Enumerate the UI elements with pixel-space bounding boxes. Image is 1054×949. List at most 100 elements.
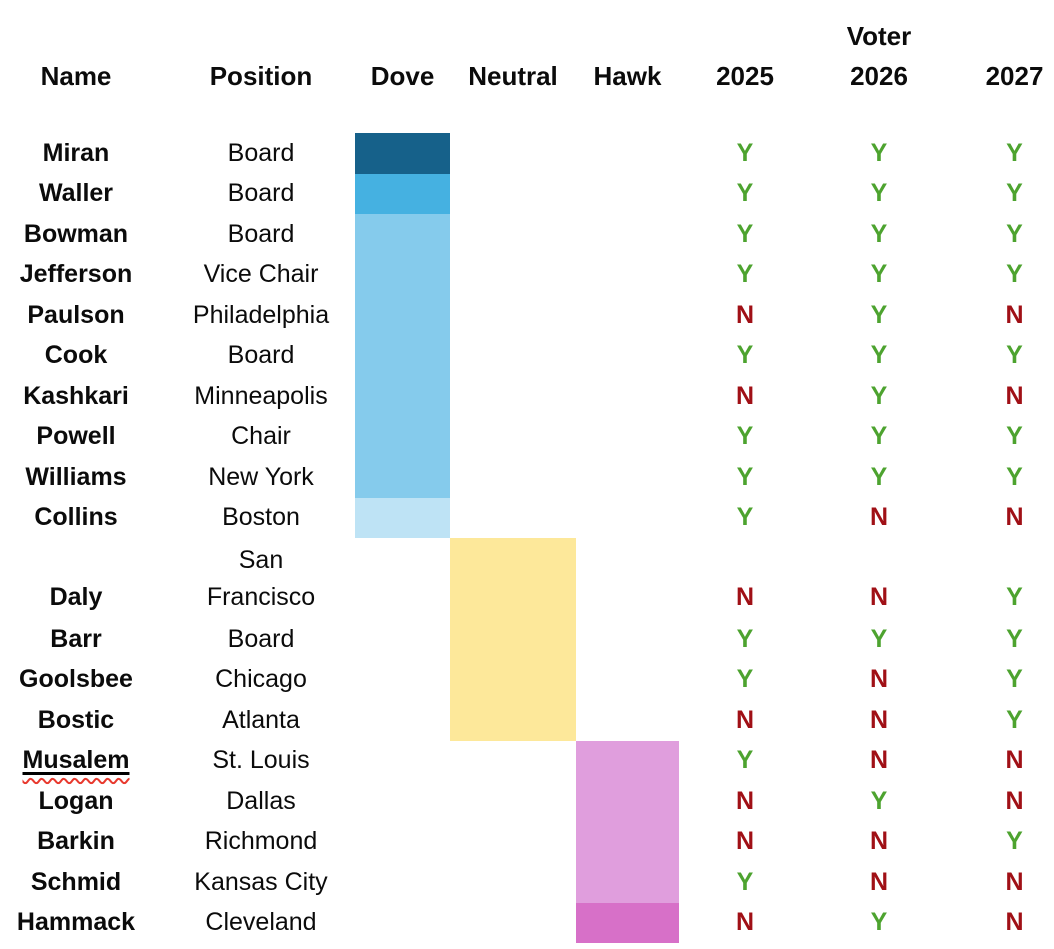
hawk-stance-cell [576, 660, 679, 701]
vote-value: Y [736, 422, 754, 451]
position-text: New York [208, 462, 314, 491]
position-text: San Francisco [206, 545, 316, 611]
vote-cell-2027: Y [947, 822, 1054, 863]
vote-cell-2026: Y [811, 174, 947, 215]
voter-group-row: Voter [0, 16, 1054, 56]
member-name-text: Hammack [16, 908, 136, 937]
dove-stance-cell [355, 416, 450, 457]
vote-value: Y [736, 260, 754, 289]
vote-cell-2027: Y [947, 174, 1054, 215]
table-row: Goolsbee Chicago Y N Y [0, 659, 1054, 701]
dove-stance-cell [355, 497, 450, 538]
neutral-stance-cell [450, 862, 576, 903]
vote-value: Y [1006, 219, 1023, 248]
member-name-text: Cook [44, 341, 108, 370]
dove-stance-cell [355, 700, 450, 741]
vote-value: Y [870, 138, 888, 167]
position-text: Atlanta [222, 705, 300, 734]
position-text: Dallas [226, 786, 296, 815]
neutral-stance-cell [450, 619, 576, 660]
vote-cell-2025: N [679, 781, 811, 822]
member-name-cell: Paulson [0, 295, 152, 336]
member-name-text: Miran [42, 138, 110, 167]
member-name-text: Bowman [23, 219, 129, 248]
vote-cell-2027: N [947, 781, 1054, 822]
vote-value: N [1005, 786, 1024, 815]
dove-stance-cell [355, 903, 450, 944]
member-name-cell: Goolsbee [0, 660, 152, 701]
position-cell: Vice Chair [152, 255, 355, 296]
vote-cell-2026: Y [811, 214, 947, 255]
hawk-stance-cell [576, 133, 679, 174]
table-row: Logan Dallas N Y N [0, 781, 1054, 822]
column-header-neutral: Neutral [468, 60, 558, 91]
vote-cell-2025: Y [679, 660, 811, 701]
position-cell: Philadelphia [152, 295, 355, 336]
voter-group-label: Voter [846, 20, 912, 51]
hawk-stance-cell [576, 457, 679, 498]
table-row: Cook Board Y Y Y [0, 335, 1054, 377]
vote-cell-2025: Y [679, 457, 811, 498]
position-text: Board [227, 179, 295, 208]
hawk-stance-cell [576, 862, 679, 903]
position-cell: Richmond [152, 822, 355, 863]
dove-stance-cell [355, 822, 450, 863]
vote-value: Y [870, 908, 888, 937]
position-cell: Board [152, 174, 355, 215]
table-row: Barkin Richmond N N Y [0, 821, 1054, 863]
member-name-text: Powell [36, 422, 116, 451]
vote-cell-2026: N [811, 700, 947, 741]
vote-cell-2027: N [947, 903, 1054, 944]
position-cell: Board [152, 336, 355, 377]
vote-cell-2027: Y [947, 336, 1054, 377]
member-name-cell: Schmid [0, 862, 152, 903]
position-text: Vice Chair [203, 260, 319, 289]
vote-value: Y [1006, 705, 1023, 734]
position-text: Cleveland [205, 908, 317, 937]
vote-value: Y [736, 867, 754, 896]
spellcheck-squiggle: Musalem [23, 746, 130, 775]
vote-cell-2026: N [811, 498, 947, 539]
position-cell: Atlanta [152, 700, 355, 741]
vote-cell-2027: Y [947, 417, 1054, 458]
member-name-cell: Musalem [0, 741, 152, 782]
vote-value: Y [736, 624, 754, 653]
table-row: Barr Board Y Y Y [0, 619, 1054, 660]
vote-cell-2027: Y [947, 619, 1054, 660]
vote-value: Y [1006, 583, 1023, 611]
vote-cell-2026: Y [811, 133, 947, 174]
dove-stance-cell [355, 862, 450, 903]
member-name-text: Goolsbee [19, 665, 133, 694]
vote-value: N [735, 381, 755, 410]
column-header-hawk: Hawk [593, 60, 662, 91]
vote-cell-2027: Y [947, 214, 1054, 255]
vote-value: N [735, 827, 755, 856]
dove-stance-cell [355, 619, 450, 660]
position-cell: Kansas City [152, 862, 355, 903]
vote-cell-2025: Y [679, 498, 811, 539]
table-row: Collins Boston Y N N [0, 497, 1054, 539]
column-header-2027: 2027 [985, 60, 1044, 91]
member-name-text: Paulson [27, 300, 125, 329]
hawk-stance-cell [576, 376, 679, 417]
vote-cell-2025: Y [679, 133, 811, 174]
vote-value: N [1005, 867, 1024, 896]
vote-cell-2027: Y [947, 700, 1054, 741]
member-name-text: Jefferson [19, 260, 133, 289]
vote-cell-2025: Y [679, 619, 811, 660]
vote-value: Y [1006, 462, 1023, 491]
neutral-stance-cell [450, 295, 576, 336]
vote-value: N [869, 827, 889, 856]
member-name-text: Daly [49, 583, 103, 611]
hawk-stance-cell [576, 821, 679, 862]
vote-value: Y [736, 462, 754, 491]
vote-value: Y [870, 422, 888, 451]
neutral-stance-cell [450, 498, 576, 539]
vote-cell-2027: N [947, 376, 1054, 417]
neutral-stance-cell [450, 133, 576, 174]
dove-stance-cell [355, 214, 450, 255]
member-name-text: Barkin [37, 827, 115, 856]
table-row: Daly San Francisco N N Y [0, 538, 1054, 619]
vote-value: N [1005, 746, 1024, 775]
